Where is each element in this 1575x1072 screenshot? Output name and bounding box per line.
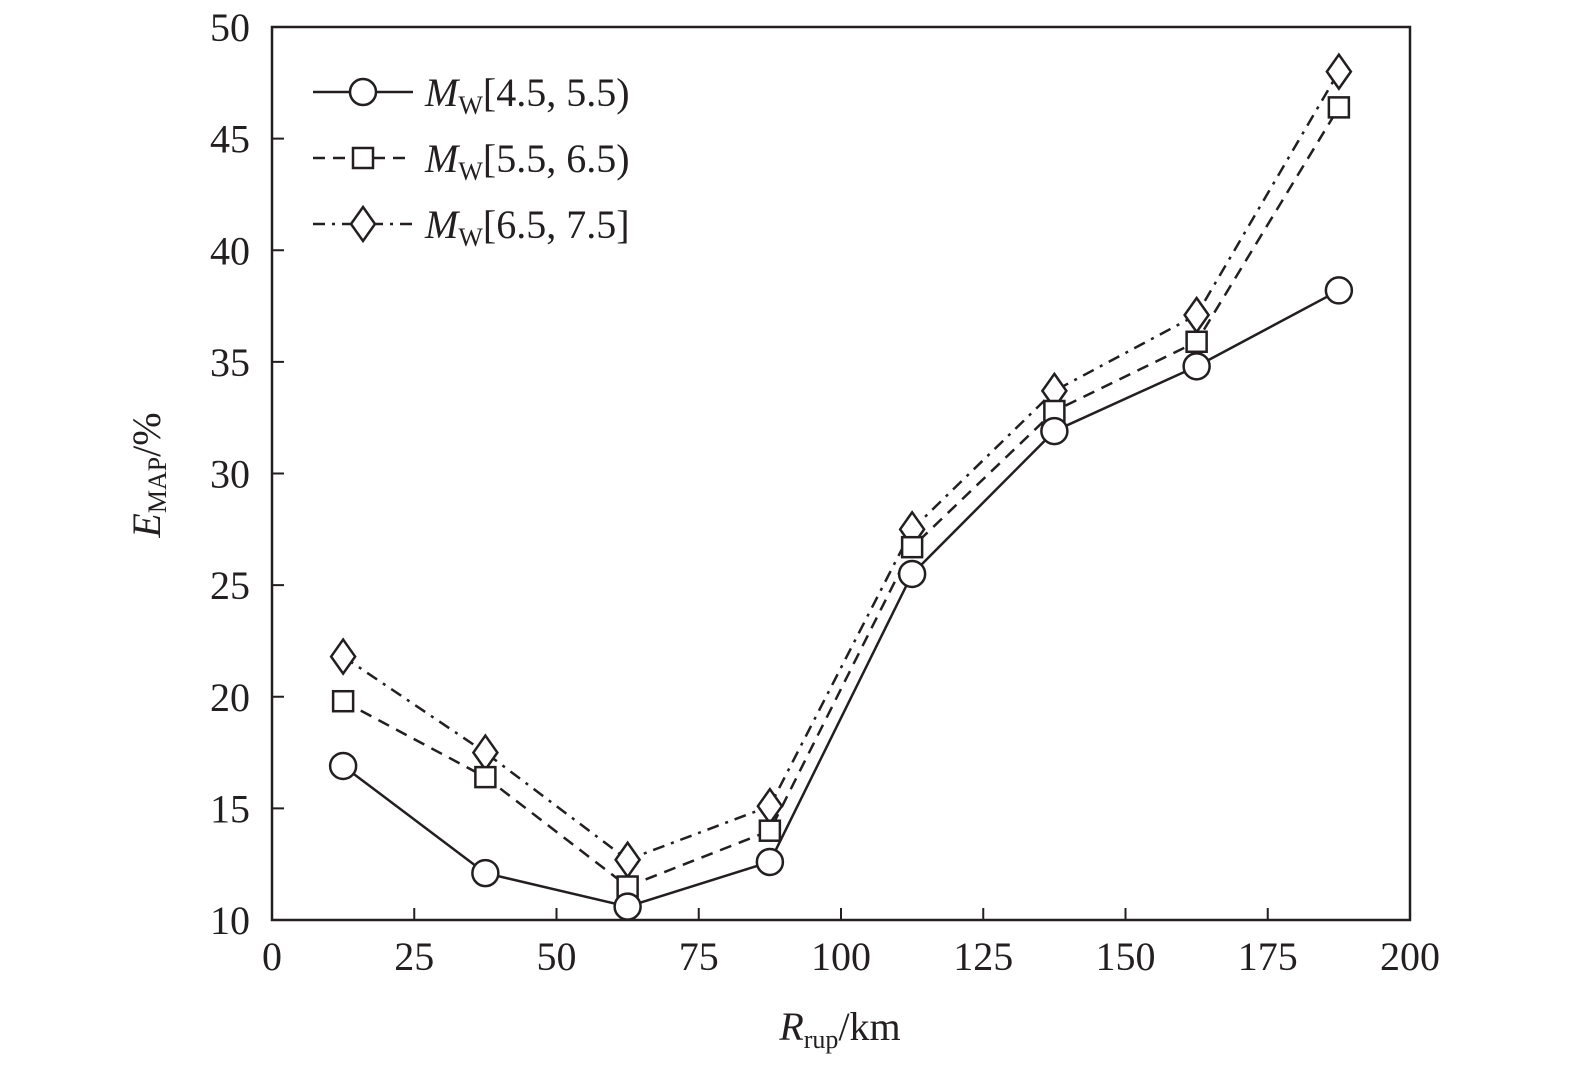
x-tick-label: 200 <box>1380 934 1440 979</box>
legend-item: MW[6.5, 7.5] <box>313 202 630 252</box>
y-tick-label: 10 <box>210 898 250 943</box>
x-axis-label: Rrup/km <box>778 1004 900 1054</box>
series-square <box>331 96 1351 898</box>
series-circle <box>328 276 1354 921</box>
x-tick-label: 150 <box>1096 934 1156 979</box>
y-tick-label: 30 <box>210 452 250 497</box>
square-marker <box>1185 330 1208 354</box>
diamond-marker <box>349 204 377 244</box>
diamond-marker <box>756 786 784 826</box>
series-line <box>342 106 1340 888</box>
square-marker <box>1327 96 1351 119</box>
legend-label: MW[6.5, 7.5] <box>424 202 630 252</box>
series-line <box>342 71 1340 862</box>
circle-marker <box>348 77 378 107</box>
x-tick-label: 100 <box>811 934 871 979</box>
circle-marker <box>613 892 642 921</box>
x-tick-label: 75 <box>679 934 719 979</box>
x-tick-label: 25 <box>394 934 434 979</box>
y-tick-label: 20 <box>210 675 250 720</box>
legend-label: MW[5.5, 6.5) <box>424 136 630 186</box>
circle-marker <box>328 751 358 781</box>
circle-marker <box>897 559 927 589</box>
square-marker <box>900 535 924 559</box>
series-line <box>342 289 1340 908</box>
legend-item: MW[4.5, 5.5) <box>313 70 630 120</box>
square-marker <box>351 146 375 170</box>
square-marker <box>474 765 497 789</box>
y-tick-label: 50 <box>210 5 250 50</box>
legend-item: MW[5.5, 6.5) <box>313 136 630 186</box>
square-marker <box>331 689 355 713</box>
circle-marker <box>755 847 785 877</box>
series-diamond <box>329 52 1353 879</box>
y-tick-label: 35 <box>210 340 250 385</box>
diamond-marker <box>614 840 642 879</box>
y-tick-label: 15 <box>210 786 250 831</box>
y-tick-label: 40 <box>210 228 250 273</box>
legend: MW[4.5, 5.5) MW[5.5, 6.5) MW[6.5, 7.5] <box>313 70 630 252</box>
y-tick-label: 25 <box>210 563 250 608</box>
diamond-marker <box>471 733 499 772</box>
circle-marker <box>1182 352 1211 381</box>
legend-label: MW[4.5, 5.5) <box>424 70 630 120</box>
circle-marker <box>1040 416 1069 446</box>
y-axis-label: EMAP/% <box>124 412 172 538</box>
x-tick-label: 125 <box>953 934 1013 979</box>
diamond-marker <box>1325 52 1353 91</box>
square-marker <box>758 819 782 842</box>
circle-marker <box>471 858 500 888</box>
x-tick-label: 175 <box>1238 934 1298 979</box>
x-tick-label: 0 <box>262 934 282 979</box>
x-tick-label: 50 <box>537 934 577 979</box>
diamond-marker <box>329 637 357 676</box>
circle-marker <box>1324 276 1354 305</box>
y-tick-label: 45 <box>210 117 250 162</box>
